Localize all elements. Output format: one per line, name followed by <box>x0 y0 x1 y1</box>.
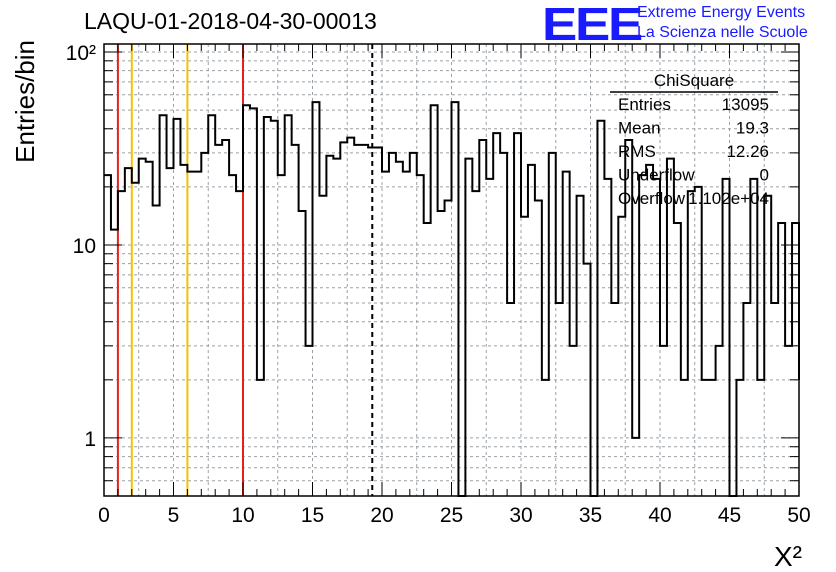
x-tick-label: 50 <box>787 504 810 527</box>
x-tick-label: 20 <box>370 504 393 527</box>
stats-row-value: 0 <box>760 166 769 185</box>
y-axis-label: Entries/bin <box>10 40 40 163</box>
stats-row-label: RMS <box>618 142 656 161</box>
eee-logo: EEE Extreme Energy Events La Scienza nel… <box>542 0 832 50</box>
axis-ticks <box>103 44 800 497</box>
x-tick-label: 35 <box>579 504 602 527</box>
x-tick-label: 40 <box>648 504 671 527</box>
stats-row-value: 13095 <box>722 95 769 114</box>
x-tick-label: 10 <box>231 504 254 527</box>
y-tick-label: 10² <box>66 42 96 65</box>
x-axis-label: X² <box>774 541 802 572</box>
x-tick-label: 5 <box>168 504 180 527</box>
stats-row-label: Underflow <box>618 166 695 185</box>
logo-mark: EEE <box>542 0 643 50</box>
y-tick-label: 10 <box>73 235 96 258</box>
stats-row-label: Entries <box>618 95 671 114</box>
stats-row-value: 19.3 <box>736 119 769 138</box>
x-tick-labels: 0 5 10 15 20 25 30 35 40 45 50 <box>98 504 811 527</box>
chart-title: LAQU-01-2018-04-30-00013 <box>84 8 377 34</box>
histogram-line <box>104 101 800 497</box>
logo-line-2: La Scienza nelle Scuole <box>637 24 808 41</box>
x-tick-label: 25 <box>440 504 463 527</box>
y-tick-labels: 1 10 10² <box>66 42 96 451</box>
logo-line-1: Extreme Energy Events <box>637 4 806 21</box>
stats-row-value: 12.26 <box>726 142 769 161</box>
x-tick-label: 15 <box>301 504 324 527</box>
stats-box: ChiSquare Entries 13095 Mean 19.3 RMS 12.26 Un… <box>610 71 778 208</box>
stats-rows: Entries 13095 Mean 19.3 RMS 12.26 Underflow 0 Ov… <box>618 95 769 208</box>
stats-row-label: Mean <box>618 119 661 138</box>
x-tick-label: 30 <box>509 504 532 527</box>
reference-lines <box>116 44 374 496</box>
x-tick-label: 0 <box>98 504 110 527</box>
x-tick-label: 45 <box>718 504 741 527</box>
y-tick-label: 1 <box>84 428 96 451</box>
stats-box-title: ChiSquare <box>654 71 734 90</box>
grid-lines <box>103 44 800 497</box>
stats-row-label: Overflow <box>618 189 686 208</box>
stats-row-value: 1.102e+04 <box>688 189 769 208</box>
